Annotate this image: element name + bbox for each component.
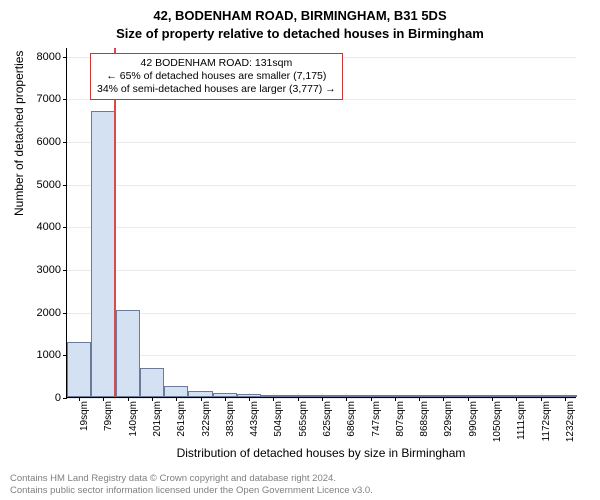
xtick-label: 79sqm	[103, 401, 114, 431]
xtick-label: 19sqm	[79, 401, 90, 431]
ytick-mark	[63, 57, 67, 58]
ytick-mark	[63, 185, 67, 186]
xtick-label: 807sqm	[395, 401, 406, 437]
xtick-label: 261sqm	[176, 401, 187, 437]
ytick-mark	[63, 398, 67, 399]
xtick-label: 868sqm	[419, 401, 430, 437]
ytick-label: 5000	[37, 179, 61, 191]
xtick-label: 322sqm	[201, 401, 212, 437]
xtick-label: 625sqm	[322, 401, 333, 437]
gridline	[67, 185, 576, 186]
footer-attribution: Contains HM Land Registry data © Crown c…	[10, 473, 590, 496]
ytick-mark	[63, 270, 67, 271]
x-axis-label: Distribution of detached houses by size …	[66, 446, 576, 460]
footer-line-1: Contains HM Land Registry data © Crown c…	[10, 473, 590, 484]
xtick-label: 1111sqm	[516, 401, 527, 440]
ytick-mark	[63, 313, 67, 314]
chart-title-sub: Size of property relative to detached ho…	[0, 26, 600, 41]
ytick-label: 3000	[37, 264, 61, 276]
xtick-label: 686sqm	[346, 401, 357, 437]
xtick-label: 1172sqm	[541, 401, 552, 441]
gridline	[67, 227, 576, 228]
ytick-label: 6000	[37, 136, 61, 148]
annotation-line-3: 34% of semi-detached houses are larger (…	[97, 83, 336, 96]
ytick-label: 0	[55, 392, 61, 404]
ytick-label: 8000	[37, 51, 61, 63]
gridline	[67, 355, 576, 356]
histogram-bar	[164, 386, 188, 397]
xtick-label: 443sqm	[249, 401, 260, 437]
ytick-label: 4000	[37, 221, 61, 233]
xtick-label: 140sqm	[128, 401, 139, 437]
xtick-label: 747sqm	[371, 401, 382, 437]
xtick-label: 565sqm	[298, 401, 309, 437]
chart-title-main: 42, BODENHAM ROAD, BIRMINGHAM, B31 5DS	[0, 8, 600, 23]
xtick-label: 929sqm	[443, 401, 454, 437]
xtick-label: 504sqm	[273, 401, 284, 437]
ytick-label: 2000	[37, 307, 61, 319]
footer-line-2: Contains public sector information licen…	[10, 485, 590, 496]
xtick-label: 201sqm	[152, 401, 163, 437]
ytick-mark	[63, 142, 67, 143]
chart-container: 42, BODENHAM ROAD, BIRMINGHAM, B31 5DS S…	[0, 0, 600, 500]
annotation-line-2: ← 65% of detached houses are smaller (7,…	[97, 70, 336, 83]
ytick-label: 7000	[37, 93, 61, 105]
histogram-bar	[140, 368, 164, 397]
ytick-mark	[63, 99, 67, 100]
xtick-label: 1232sqm	[565, 401, 576, 442]
histogram-bar	[91, 111, 115, 397]
annotation-line-1: 42 BODENHAM ROAD: 131sqm	[97, 57, 336, 70]
xtick-label: 383sqm	[225, 401, 236, 437]
xtick-label: 1050sqm	[492, 401, 503, 442]
ytick-mark	[63, 355, 67, 356]
y-axis-label: Number of detached properties	[12, 51, 26, 216]
xtick-label: 990sqm	[468, 401, 479, 437]
annotation-box: 42 BODENHAM ROAD: 131sqm ← 65% of detach…	[90, 53, 343, 100]
plot-area: 01000200030004000500060007000800019sqm79…	[66, 48, 576, 398]
gridline	[67, 270, 576, 271]
ytick-label: 1000	[37, 349, 61, 361]
ytick-mark	[63, 227, 67, 228]
histogram-bar	[116, 310, 140, 398]
gridline	[67, 142, 576, 143]
histogram-bar	[67, 342, 91, 397]
gridline	[67, 313, 576, 314]
